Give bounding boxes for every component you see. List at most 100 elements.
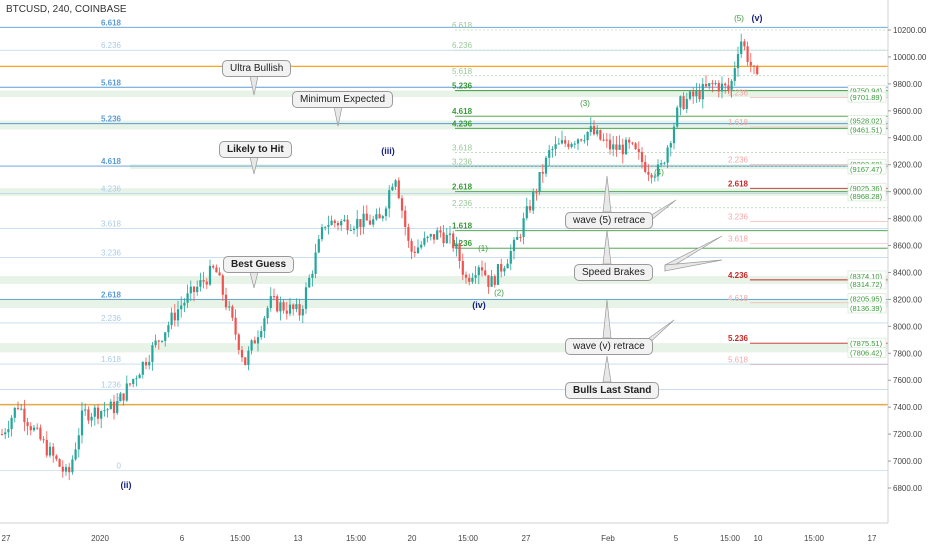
candle-body [519,236,522,238]
candle-body [295,304,298,310]
callout-wave-5-retrace[interactable]: wave (5) retrace [565,212,654,229]
candle-body [727,85,730,90]
candle-body [32,427,36,431]
candle-body [596,130,599,135]
callout-bulls-last-stand[interactable]: Bulls Last Stand [565,382,660,399]
candle-body [282,302,285,311]
candle-body [244,357,247,365]
candle-body [656,164,660,177]
callout-ultra-bullish[interactable]: Ultra Bullish [222,60,292,77]
fib-label-blue: 1.618 [101,355,122,364]
candle-body [698,90,701,100]
candle-body [4,432,7,435]
fib-zone [0,298,888,308]
candle-body [42,439,45,441]
fib-zone [0,188,888,196]
candle-body [426,236,429,239]
candle-body [327,225,330,227]
callout-wave-v-retrace[interactable]: wave (v) retrace [565,338,653,355]
candle-body [682,96,685,109]
candle-body [205,281,208,285]
fib-label-red: 1.236 [728,88,749,97]
price-axis-label: 8400.00 [893,268,922,277]
candle-body [724,83,727,86]
fib-label-green: 3.236 [452,158,473,167]
candle-body [23,408,26,423]
price-box [847,91,887,103]
price-axis-label: 7200.00 [893,430,922,439]
fib-label-blue: 6.618 [101,18,122,27]
candle-body [356,219,359,229]
price-axis-label: 7600.00 [893,376,922,385]
candle-body [16,407,20,409]
candle-body [589,126,592,132]
price-box [847,278,887,290]
chart-title: BTCUSD, 240, COINBASE [6,4,127,15]
candle-body [298,304,301,316]
candle-body [448,233,452,235]
candle-body [701,83,704,100]
candle-body [109,401,112,410]
candle-body [240,349,244,358]
candle-body [404,210,407,228]
candle-body [343,219,346,222]
candle-body [692,91,695,97]
candle-body [439,230,442,233]
candle-body [160,340,164,342]
candle-body [132,379,135,384]
candle-body [695,90,698,97]
callout-minimum-expected[interactable]: Minimum Expected [292,91,394,108]
callout-likely-to-hit[interactable]: Likely to Hit [219,141,292,158]
candle-body [304,287,308,309]
candle-body [605,139,608,141]
candle-body [538,171,541,192]
candle-body [503,268,506,272]
candle-body [74,449,77,460]
candle-body [170,312,173,326]
candle-body [202,280,205,282]
candle-body [20,408,23,410]
price-box-label: (9750.94) [850,86,883,95]
price-axis-label: 7800.00 [893,349,922,358]
candle-body [266,308,269,319]
candle-body [324,226,327,228]
candle-body [535,191,538,193]
candle-body [496,264,500,285]
callout-speed-brakes[interactable]: Speed Brakes [574,264,653,281]
candle-body [320,227,324,240]
fib-zone [0,90,888,98]
candle-body [644,162,647,172]
callout-best-guess[interactable]: Best Guess [223,256,295,273]
fib-label-red: 4.236 [728,271,749,280]
candle-body [52,446,55,456]
candle-body [368,220,372,225]
candle-body [269,296,272,309]
candle-body [314,252,317,274]
candle-body [413,251,416,253]
candle-body [676,107,679,127]
candle-body [621,144,624,155]
candle-body [500,264,503,272]
candle-body [212,265,215,268]
price-box-label: (9461.51) [850,125,883,134]
candle-body [218,272,221,276]
candle-body [640,152,644,163]
fib-label-blue: 2.618 [101,290,122,299]
price-axis-label: 9200.00 [893,161,922,170]
time-axis-label: 2020 [91,534,109,543]
candle-body [112,401,116,413]
candle-body [612,144,615,150]
candles [0,33,759,481]
candle-body [116,401,119,413]
candle-body [234,317,237,335]
fib-zone [0,120,888,130]
fib-label-blue: 0 [117,461,122,470]
callout-pointer [602,229,612,265]
price-axis-label: 10000.00 [893,53,927,62]
candle-body [13,407,16,418]
candle-body [576,139,580,144]
candle-body [452,233,455,249]
candle-body [180,305,183,310]
price-axis-label: 7400.00 [893,403,922,412]
